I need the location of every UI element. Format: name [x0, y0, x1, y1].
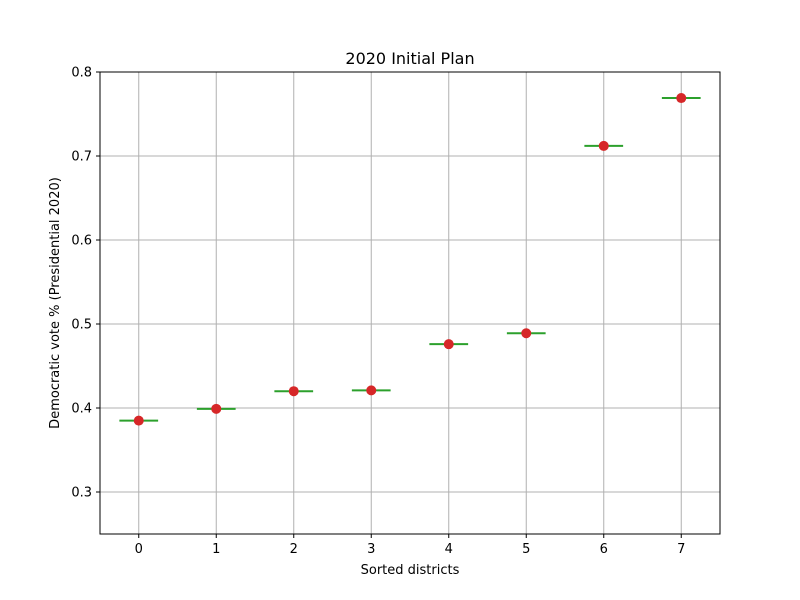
district-point [288, 386, 299, 397]
x-tick-label: 4 [445, 542, 453, 557]
district-point [133, 415, 144, 426]
data-marks [119, 93, 701, 426]
y-tick-label: 0.5 [71, 318, 92, 333]
district-point [211, 403, 222, 414]
x-tick-label: 5 [522, 542, 530, 557]
district-point [521, 328, 532, 339]
district-point [443, 339, 454, 350]
x-tick-label: 3 [367, 542, 375, 557]
chart-title: 2020 Initial Plan [345, 49, 474, 68]
plot-frame [99, 71, 721, 535]
x-tick-label: 0 [135, 542, 143, 557]
y-tick-label: 0.4 [71, 402, 92, 417]
y-axis-label: Democratic vote % (Presidential 2020) [48, 177, 63, 429]
y-tick-label: 0.7 [71, 150, 92, 165]
y-tick-label: 0.8 [71, 66, 92, 81]
x-tick-label: 1 [212, 542, 220, 557]
y-tick-label: 0.3 [71, 486, 92, 501]
y-tick-label: 0.6 [71, 234, 92, 249]
x-tick-label: 7 [677, 542, 685, 557]
axis-ticks: 0 1 2 3 4 5 6 7 0.3 0.4 0.5 0.6 0.7 0.8 [71, 66, 685, 558]
x-tick-label: 2 [290, 542, 298, 557]
district-point [366, 385, 377, 396]
x-tick-label: 6 [600, 542, 608, 557]
district-point [676, 93, 687, 104]
x-axis-label: Sorted districts [361, 563, 460, 578]
district-point [598, 140, 609, 151]
